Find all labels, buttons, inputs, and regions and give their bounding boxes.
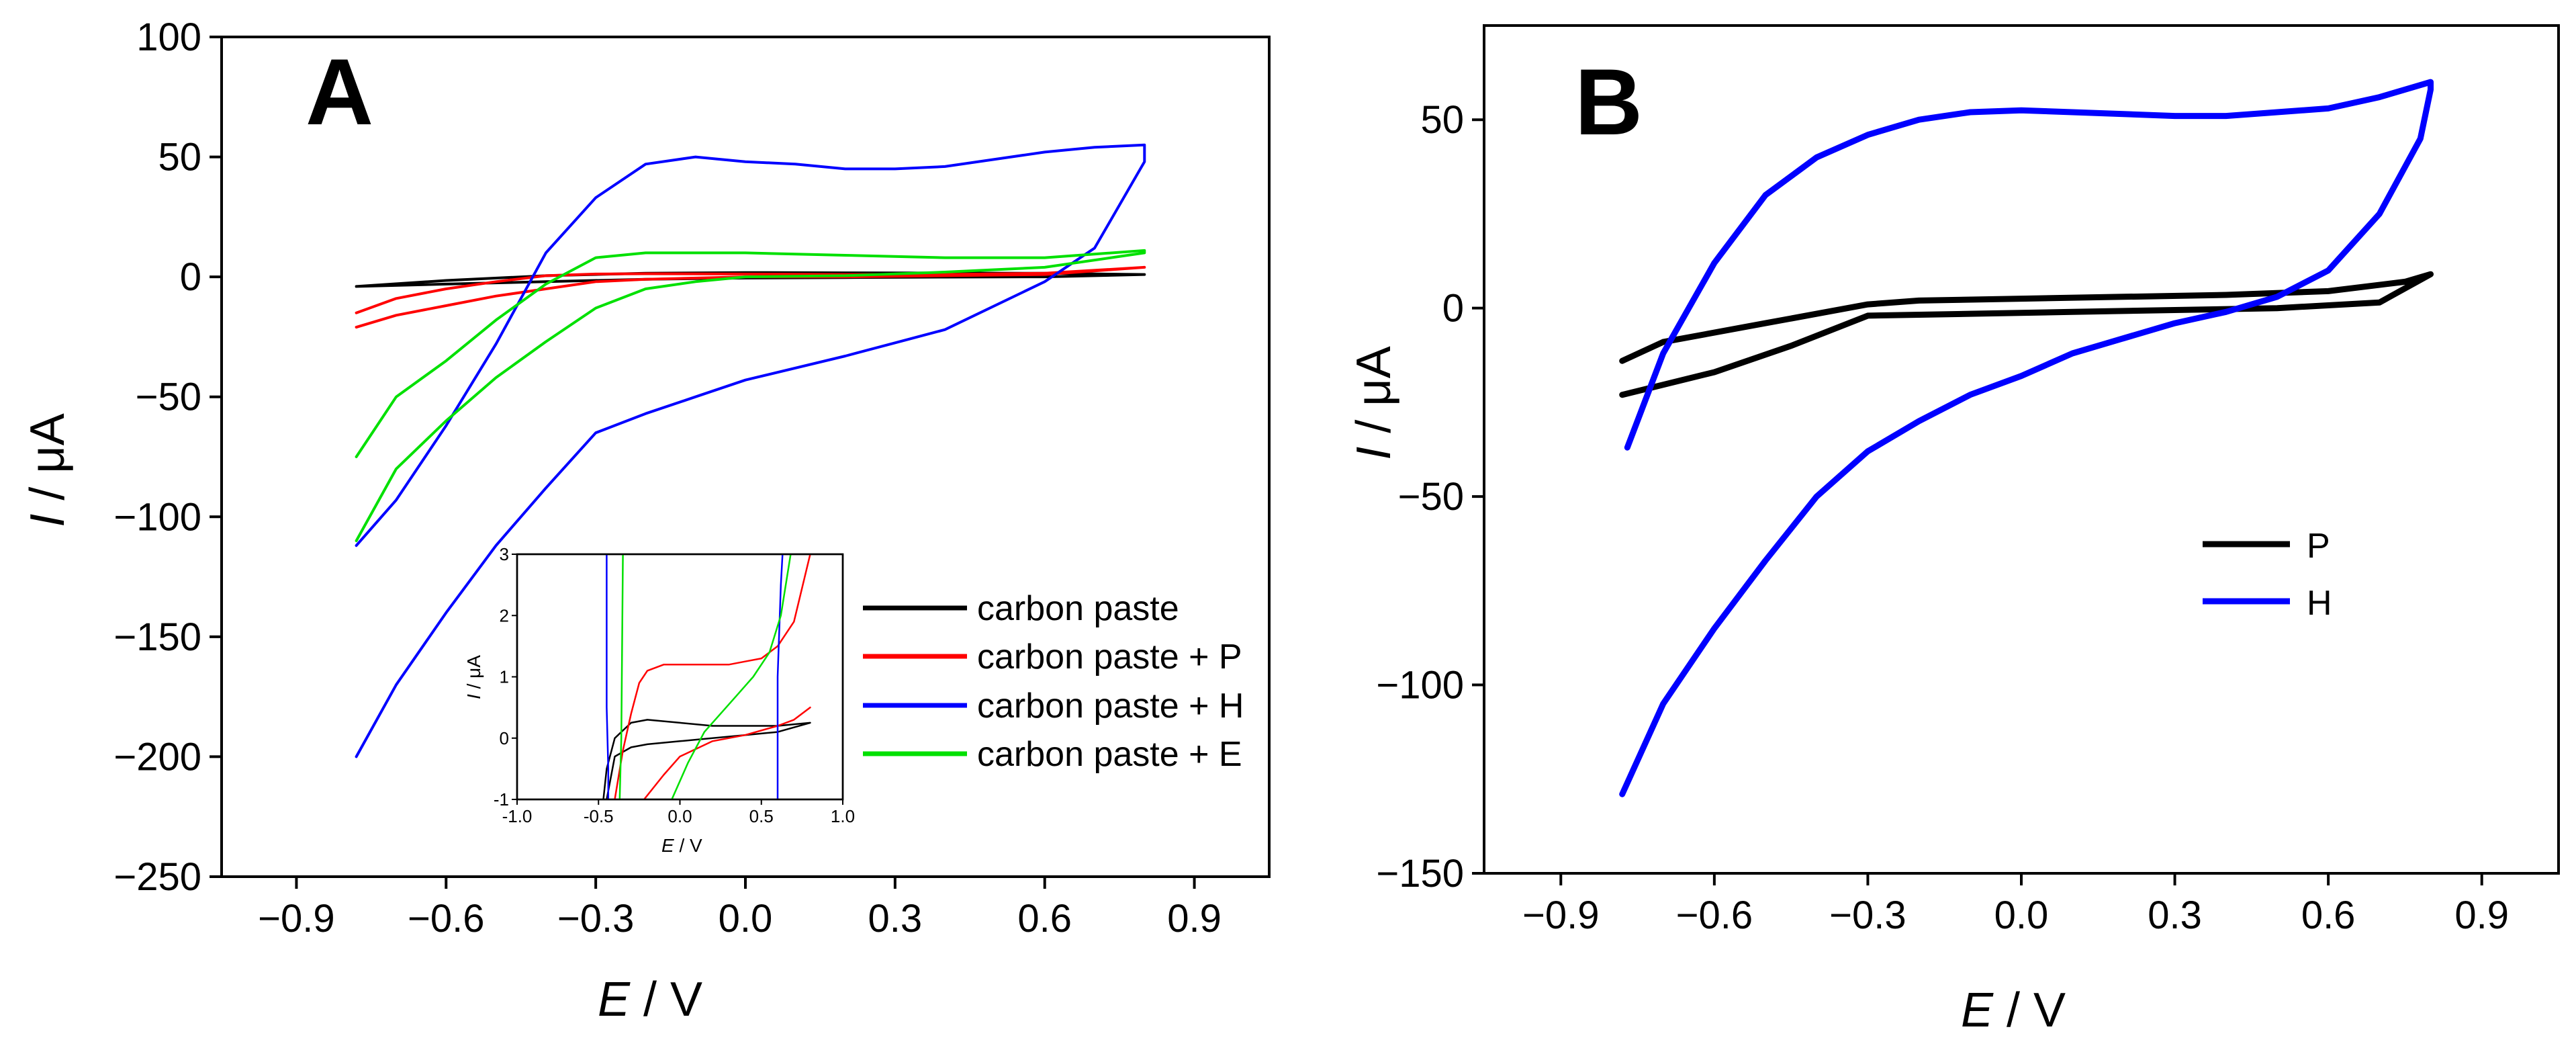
- panel-a-ytick-label: −50: [136, 376, 201, 419]
- panel-b-xtick-label: 0.0: [1994, 893, 2049, 937]
- inset-xaxis-unit: / V: [674, 835, 702, 856]
- panel-a-xtick-label: 0.3: [868, 897, 923, 940]
- legend-label-carbon-paste: carbon paste: [977, 589, 1179, 628]
- panel-a: −0.9 −0.6 −0.3 0.0 0.3 0.6 0.9 −250 −200 −150 −100…: [21, 15, 1271, 1026]
- panel-a-inset: -1.0 -0.5 0.0 0.5 1.0 -1 0 1 2 3 E / V I / μA: [463, 544, 855, 856]
- panel-a-xtick-label: −0.9: [258, 897, 335, 940]
- panel-b: −0.9 −0.6 −0.3 0.0 0.3 0.6 0.9 −150 −100 −50 0 50 B…: [1347, 24, 2560, 1037]
- panel-a-xtick-label: −0.3: [557, 897, 635, 940]
- panel-b-xaxis-title: E / V: [1961, 983, 2066, 1037]
- panel-a-series-carbon-paste-e: [355, 249, 1146, 542]
- inset-yaxis-title: I / μA: [463, 655, 484, 699]
- inset-ytick-label: 2: [500, 605, 509, 625]
- inset-xtick-label: 0.0: [668, 806, 692, 826]
- panel-a-ytick-label: −250: [113, 855, 201, 899]
- panel-a-xtick-label: −0.6: [408, 897, 485, 940]
- inset-xtick-label: 1.0: [831, 806, 855, 826]
- panel-a-yaxis-var: I: [21, 514, 75, 527]
- panel-a-series-carbon-paste-h: [355, 143, 1146, 758]
- panel-b-yaxis-title: I / μA: [1347, 346, 1401, 460]
- panel-a-ticks: −0.9 −0.6 −0.3 0.0 0.3 0.6 0.9 −250 −200 −150 −100…: [113, 15, 1222, 940]
- panel-a-yaxis-title: I / μA: [21, 413, 75, 527]
- panel-b-ytick-label: 0: [1442, 287, 1464, 331]
- panel-a-legend: carbon paste carbon paste + P carbon pas…: [863, 589, 1244, 774]
- panel-a-ytick-label: 0: [180, 255, 201, 299]
- panel-a-ytick-label: −200: [113, 735, 201, 779]
- panel-a-ytick-label: 50: [158, 136, 201, 179]
- panel-a-ytick-label: −150: [113, 615, 201, 659]
- inset-plot-frame: [516, 553, 844, 801]
- panel-b-xaxis-var: E: [1961, 983, 1994, 1037]
- inset-yaxis-var: I: [463, 694, 484, 699]
- inset-xtick-label: -1.0: [502, 806, 533, 826]
- inset-series-carbon-paste-e: [618, 554, 624, 799]
- inset-series-carbon-paste-p-return: [643, 706, 811, 799]
- panel-a-ytick-label: −100: [113, 495, 201, 539]
- legend-label-p: P: [2307, 527, 2330, 566]
- inset-series-carbon-paste-h-right: [776, 554, 784, 799]
- panel-a-series-carbon-paste-p: [355, 265, 1146, 329]
- legend-label-carbon-paste-p: carbon paste + P: [977, 638, 1242, 676]
- panel-a-ytick-label: 100: [136, 15, 201, 59]
- legend-label-carbon-paste-e: carbon paste + E: [977, 735, 1242, 774]
- panel-b-ytick-label: −100: [1376, 664, 1464, 707]
- panel-b-series-h: [1619, 79, 2434, 797]
- panel-a-xaxis-var: E: [598, 973, 631, 1026]
- panel-b-xtick-label: 0.6: [2301, 893, 2356, 937]
- legend-label-h: H: [2307, 584, 2332, 623]
- panel-a-xtick-label: 0.0: [719, 897, 773, 940]
- inset-xaxis-title: E / V: [661, 835, 702, 856]
- panel-a-yaxis-unit: / μA: [21, 413, 75, 514]
- panel-b-ticks: −0.9 −0.6 −0.3 0.0 0.3 0.6 0.9 −150 −100 −50 0 50: [1376, 98, 2509, 937]
- panel-b-xtick-label: −0.3: [1829, 893, 1906, 937]
- inset-xtick-label: 0.5: [749, 806, 774, 826]
- panel-b-yaxis-var: I: [1347, 447, 1401, 460]
- legend-label-carbon-paste-h: carbon paste + H: [977, 687, 1244, 726]
- inset-ytick-label: 1: [500, 667, 509, 687]
- inset-xaxis-var: E: [661, 835, 674, 856]
- panel-b-xtick-label: 0.9: [2454, 893, 2509, 937]
- panel-b-letter: B: [1575, 49, 1643, 155]
- panel-a-xtick-label: 0.6: [1017, 897, 1072, 940]
- panel-b-xtick-label: −0.6: [1676, 893, 1753, 937]
- panel-a-xtick-label: 0.9: [1167, 897, 1222, 940]
- panel-b-xaxis-unit: / V: [1993, 983, 2066, 1037]
- panel-b-xtick-label: −0.9: [1522, 893, 1600, 937]
- inset-series-carbon-paste-h: [606, 554, 610, 799]
- inset-ytick-label: 3: [500, 544, 509, 564]
- inset-series-carbon-paste-e-rising: [671, 554, 792, 799]
- panel-a-letter: A: [306, 39, 373, 144]
- panel-a-xaxis-title: E / V: [598, 973, 702, 1026]
- panel-b-legend: P H: [2203, 527, 2332, 623]
- inset-curves: [602, 554, 811, 799]
- panel-b-curves: [1619, 79, 2434, 797]
- inset-ytick-label: -1: [494, 789, 509, 810]
- panel-b-ytick-label: −150: [1376, 852, 1464, 895]
- inset-ticks: -1.0 -0.5 0.0 0.5 1.0 -1 0 1 2 3: [494, 544, 855, 826]
- panel-b-ytick-label: −50: [1398, 475, 1464, 519]
- panel-a-curves: [355, 143, 1146, 758]
- panel-b-yaxis-unit: / μA: [1347, 346, 1401, 447]
- inset-xtick-label: -0.5: [584, 806, 614, 826]
- panel-b-ytick-label: 50: [1420, 98, 1464, 142]
- inset-ytick-label: 0: [500, 728, 509, 748]
- inset-yaxis-unit: / μA: [463, 655, 484, 694]
- panel-b-xtick-label: 0.3: [2148, 893, 2202, 937]
- panel-a-xaxis-unit: / V: [630, 973, 702, 1026]
- panel-b-series-p: [1619, 271, 2434, 398]
- inset-series-carbon-paste-p: [614, 554, 811, 799]
